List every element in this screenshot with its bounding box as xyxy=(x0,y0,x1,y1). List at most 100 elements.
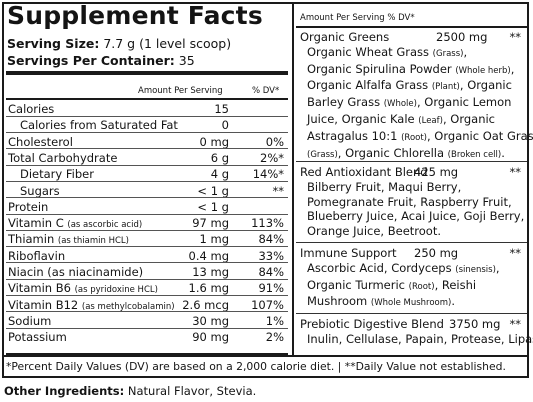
blend-dv: ** xyxy=(509,317,522,331)
nutrient-name: Calories from Saturated Fat xyxy=(20,118,178,132)
ingredient-part-note: (sinensis) xyxy=(455,264,496,275)
row-divider xyxy=(6,213,288,215)
blend-heading: Organic Greens 2500 mg ** xyxy=(300,30,521,45)
blend-header-rule xyxy=(296,26,527,28)
ingredient-part-note: (Whole Mushroom) xyxy=(370,298,452,309)
nutrient-row: Vitamin B6 (as pyridoxine HCL) 1.6 mg 91% xyxy=(6,280,288,297)
blend-amount: 425 mg xyxy=(414,165,459,179)
blend-ingredient-line: Blueberry Juice, Acai Juice, Goji Berry, xyxy=(300,209,524,224)
panel-title: Supplement Facts xyxy=(7,1,263,30)
nutrient-source-note: (as ascorbic acid) xyxy=(67,220,143,231)
blend-ingredient-line: (Grass), Organic Chlorella (Broken cell)… xyxy=(300,146,521,163)
nutrient-row: Vitamin B12 (as methylcobalamin) 2.6 mcg 1… xyxy=(6,297,288,313)
blend-amount: 2500 mg xyxy=(436,30,488,44)
blend-ingredient-line: Pomegranate Fruit, Raspberry Fruit, xyxy=(300,195,521,210)
nutrient-dv: 84% xyxy=(258,232,284,247)
blend-ingredient-line: Mushroom (Whole Mushroom). xyxy=(300,294,521,311)
ingredient-text: , xyxy=(510,61,515,76)
nutrient-row: Cholesterol 0 mg 0% xyxy=(6,134,288,150)
ingredient-part-note: (Root) xyxy=(401,132,427,143)
nutrient-row: Thiamin (as thiamin HCL) 1 mg 84% xyxy=(6,231,288,248)
nutrient-amount: 1 mg xyxy=(199,232,229,247)
nutrient-name-text: Sodium xyxy=(8,313,52,328)
nutrient-name: Protein xyxy=(8,200,48,214)
blend-divider xyxy=(296,242,527,243)
nutrient-dv: 1% xyxy=(265,313,284,328)
row-divider xyxy=(6,311,288,313)
ingredient-text: , Organic xyxy=(442,111,495,126)
blend-heading: Immune Support 250 mg ** xyxy=(300,246,521,261)
nutrient-name-text: Vitamin B6 xyxy=(8,281,71,296)
ingredient-text: Organic Alfalfa Grass xyxy=(307,78,432,93)
nutrient-row: Potassium 90 mg 2% xyxy=(6,329,288,345)
blend-heading: Red Antioxidant Blend 425 mg ** xyxy=(300,165,521,180)
ingredient-text: Ascorbic Acid, Cordyceps xyxy=(307,260,456,275)
blend-ingredient-line: Astragalus 10:1 (Root), Organic Oat Gras… xyxy=(300,129,533,146)
other-ingredients-value: Natural Flavor, Stevia. xyxy=(127,384,257,398)
ingredient-part-note: (Root) xyxy=(408,281,435,292)
nutrient-amount: 1.6 mg xyxy=(188,281,229,296)
ingredient-text: , Reishi xyxy=(434,277,477,292)
nutrient-row: Vitamin C (as ascorbic acid) 97 mg 113% xyxy=(6,215,288,231)
serving-size-value: 7.7 g (1 level scoop) xyxy=(103,36,232,51)
nutrient-dv: 84% xyxy=(258,265,284,279)
nutrient-name: Vitamin B6 (as pyridoxine HCL) xyxy=(8,281,158,295)
nutrient-amount: 13 mg xyxy=(192,265,229,279)
blend-ingredient-line: Bilberry Fruit, Maqui Berry, xyxy=(300,180,521,195)
nutrient-name: Sodium xyxy=(8,314,51,328)
blend-ingredient-line: Inulin, Cellulase, Papain, Protease, Lip… xyxy=(300,332,533,347)
nutrient-name-text: Sugars xyxy=(20,183,60,198)
row-divider xyxy=(6,164,288,166)
dv-header: % DV* xyxy=(252,86,280,96)
nutrient-amount: 97 mg xyxy=(192,216,229,231)
nutrient-name-text: Riboflavin xyxy=(8,248,66,263)
row-divider xyxy=(6,132,288,134)
nutrient-amount: 30 mg xyxy=(192,313,229,328)
blend-amount: 250 mg xyxy=(414,246,459,260)
nutrient-row: Total Carbohydrate 6 g 2%* xyxy=(6,150,288,166)
blend-ingredient-line: Organic Wheat Grass (Grass), xyxy=(300,45,521,62)
ingredient-text: Juice, Organic Kale xyxy=(307,111,419,126)
blend-ingredient-line: Barley Grass (Whole), Organic Lemon xyxy=(300,95,521,112)
blend-dv: ** xyxy=(509,165,522,179)
nutrient-dv: ** xyxy=(272,183,285,198)
nutrient-dv: 0% xyxy=(265,134,284,149)
nutrient-dv: 2%* xyxy=(260,150,284,165)
nutrient-name-text: Dietary Fiber xyxy=(20,167,94,182)
ingredient-text: , xyxy=(495,260,500,275)
footnote-rule xyxy=(2,355,529,357)
blend-ingredient-line: Ascorbic Acid, Cordyceps (sinensis), xyxy=(300,261,521,278)
ingredient-part-note: (Broken cell) xyxy=(447,149,502,160)
nutrient-dv: 14%* xyxy=(252,167,284,182)
nutrient-amount: 90 mg xyxy=(192,330,229,345)
nutrient-name: Calories xyxy=(8,102,54,116)
nutrient-name-text: Protein xyxy=(8,199,49,214)
ingredient-text: , Organic Oat Grass xyxy=(427,128,533,143)
serving-size-label: Serving Size: xyxy=(7,36,100,51)
nutrient-row: Sugars < 1 g ** xyxy=(6,183,288,199)
nutrient-amount: 0 mg xyxy=(199,134,229,149)
blend-ingredient-line: Organic Spirulina Powder (Whole herb), xyxy=(300,62,521,79)
nutrient-amount: < 1 g xyxy=(197,183,229,198)
nutrient-amount: 15 xyxy=(214,102,229,116)
blend-dv: ** xyxy=(509,30,522,44)
blend-block: Organic Greens 2500 mg ** Organic Wheat Gra… xyxy=(300,30,533,163)
ingredient-text: Organic Turmeric xyxy=(307,277,409,292)
blend-dv: ** xyxy=(509,246,522,260)
nutrient-name-text: Total Carbohydrate xyxy=(8,150,118,165)
row-divider xyxy=(6,327,288,329)
amount-per-serving-header: Amount Per Serving xyxy=(138,86,223,96)
row-divider xyxy=(6,278,288,280)
nutrient-name: Potassium xyxy=(8,330,67,344)
ingredient-part-note: (Leaf) xyxy=(418,115,443,126)
nutrient-name-text: Niacin (as niacinamide) xyxy=(8,265,144,279)
row-divider xyxy=(6,180,288,182)
nutrient-dv: 107% xyxy=(251,297,284,312)
nutrient-name: Niacin (as niacinamide) xyxy=(8,265,143,279)
blend-ingredient-line: Organic Alfalfa Grass (Plant), Organic xyxy=(300,78,521,95)
nutrient-amount: 0.4 mg xyxy=(188,248,229,263)
nutrient-amount: < 1 g xyxy=(197,199,229,214)
row-divider xyxy=(6,148,288,150)
ingredient-text: Mushroom xyxy=(307,294,371,309)
blend-block: Red Antioxidant Blend 425 mg ** Bilberry Fr… xyxy=(300,165,524,239)
